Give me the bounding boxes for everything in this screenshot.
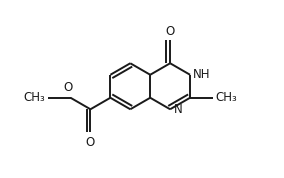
Text: O: O	[64, 82, 73, 95]
Text: NH: NH	[193, 68, 211, 81]
Text: CH₃: CH₃	[215, 91, 237, 104]
Text: CH₃: CH₃	[24, 91, 45, 104]
Text: O: O	[86, 135, 95, 149]
Text: O: O	[166, 25, 175, 38]
Text: N: N	[174, 103, 182, 116]
